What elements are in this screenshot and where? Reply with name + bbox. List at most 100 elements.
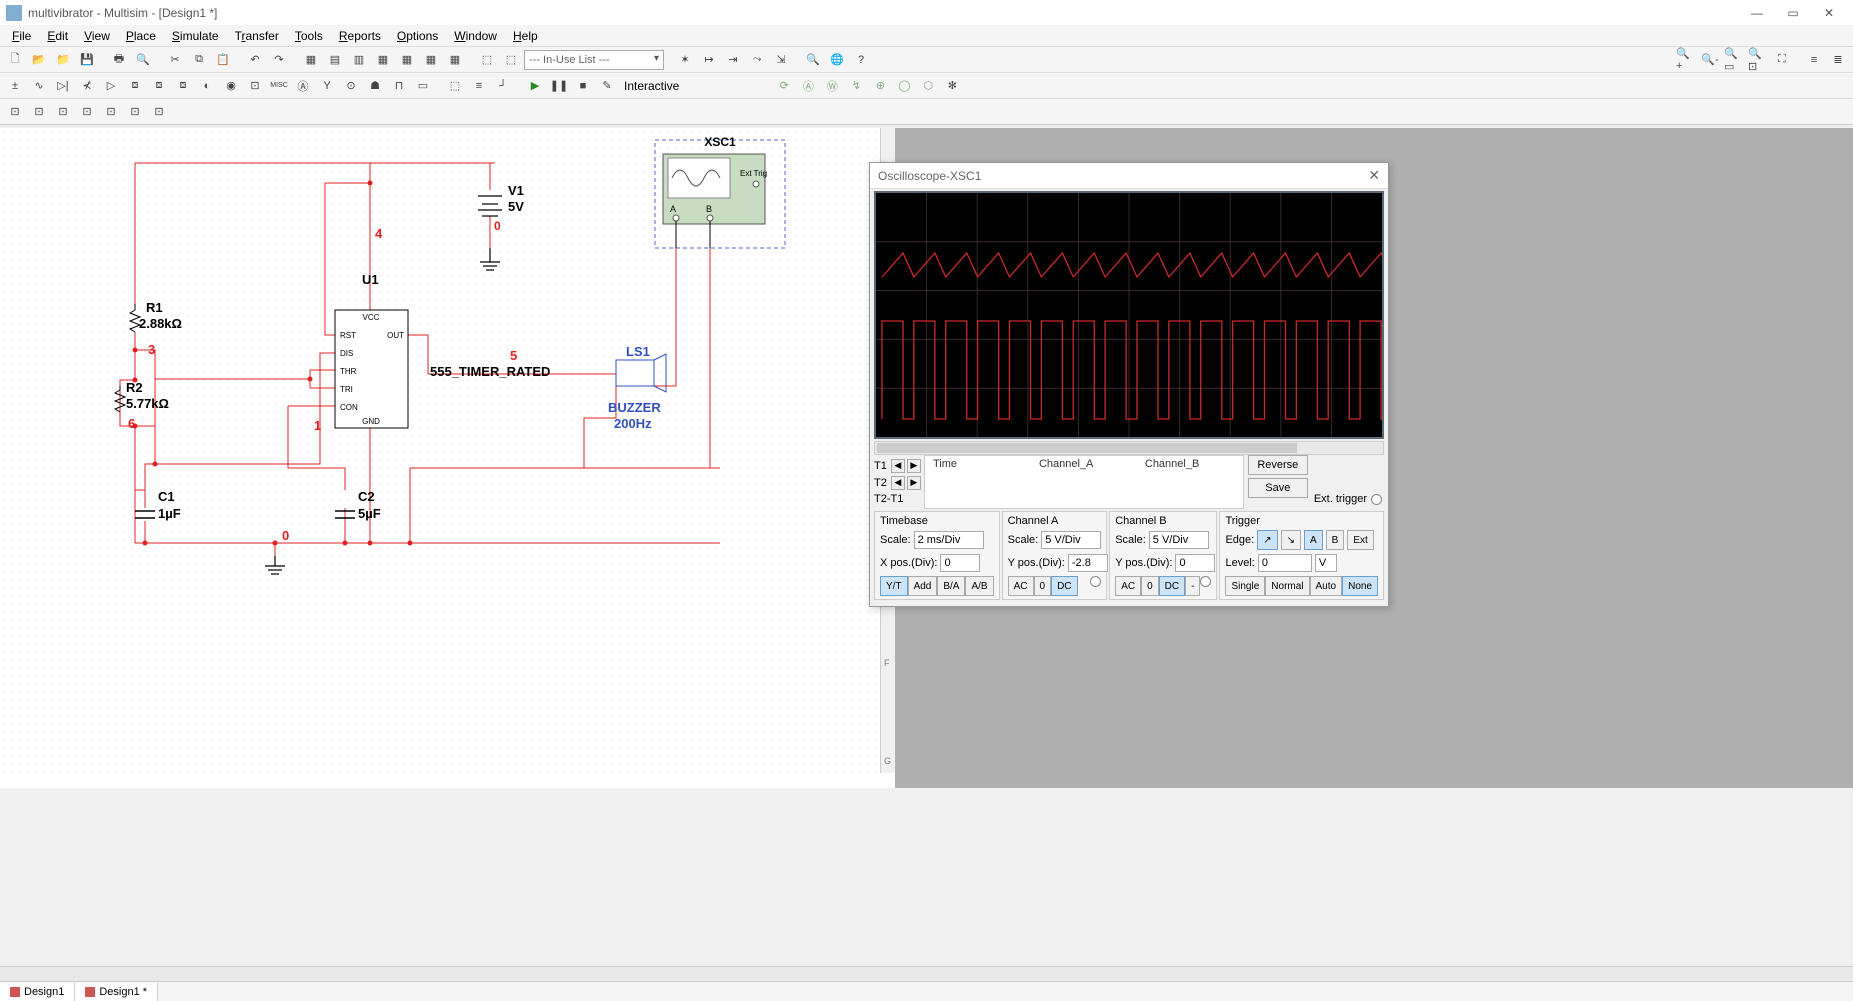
toggle-grid4-icon[interactable]: ▦	[372, 49, 394, 71]
sim-icon-1[interactable]: ⟳	[773, 75, 795, 97]
edge-ext-button[interactable]: Ext	[1347, 530, 1373, 550]
t2-right-icon[interactable]: ▶	[907, 476, 921, 490]
tab-design1[interactable]: Design1	[0, 983, 75, 1001]
print-preview-icon[interactable]: 🔍	[132, 49, 154, 71]
hierarchy-icon[interactable]: ⬚	[444, 75, 466, 97]
cha-0-button[interactable]: 0	[1034, 576, 1052, 596]
counter-icon[interactable]: ⊡	[124, 101, 146, 123]
cut-icon[interactable]: ✂	[164, 49, 186, 71]
chb-ac-button[interactable]: AC	[1115, 576, 1141, 596]
power-icon[interactable]: ⊡	[244, 75, 266, 97]
sim-icon-8[interactable]: ✻	[941, 75, 963, 97]
transistor-icon[interactable]: ⊀	[76, 75, 98, 97]
edge-rise-button[interactable]: ↗	[1257, 530, 1277, 550]
align2-icon[interactable]: ≣	[1827, 49, 1849, 71]
copy-icon[interactable]: ⧉	[188, 49, 210, 71]
horizontal-scrollbar[interactable]	[0, 966, 1853, 981]
close-button[interactable]: ✕	[1811, 3, 1847, 23]
reverse-button[interactable]: Reverse	[1248, 455, 1308, 475]
cha-ac-button[interactable]: AC	[1008, 576, 1034, 596]
menu-options[interactable]: Options	[389, 29, 446, 43]
trg-auto-button[interactable]: Auto	[1310, 576, 1343, 596]
ab-button[interactable]: A/B	[965, 576, 993, 596]
zoom-out-icon[interactable]: 🔍-	[1699, 49, 1721, 71]
mcu-icon[interactable]: ▭	[412, 75, 434, 97]
add-button[interactable]: Add	[908, 576, 938, 596]
cha-dc-button[interactable]: DC	[1051, 576, 1077, 596]
menu-window[interactable]: Window	[446, 29, 505, 43]
help-icon[interactable]: ?	[850, 49, 872, 71]
arrow4-icon[interactable]: ⇲	[770, 49, 792, 71]
scope-scroll-thumb[interactable]	[877, 443, 1297, 453]
save-icon[interactable]: 💾	[76, 49, 98, 71]
cmos-icon[interactable]: ⧈	[148, 75, 170, 97]
new-doc-icon[interactable]: 🗋	[4, 49, 26, 71]
scope-scrollbar[interactable]	[874, 441, 1384, 455]
sim-icon-6[interactable]: ◯	[893, 75, 915, 97]
component-icon[interactable]: ⬚	[476, 49, 498, 71]
menu-view[interactable]: View	[76, 29, 118, 43]
toggle-grid2-icon[interactable]: ▤	[324, 49, 346, 71]
design-canvas[interactable]: V1 5V 0 VCC RST OUT DIS THR TRI CON GND …	[0, 128, 885, 773]
trg-none-button[interactable]: None	[1342, 576, 1378, 596]
menu-simulate[interactable]: Simulate	[164, 29, 227, 43]
menu-transfer[interactable]: Transfer	[227, 29, 287, 43]
oscilloscope-icon[interactable]: ⊡	[76, 101, 98, 123]
toggle-grid-icon[interactable]: ▦	[300, 49, 322, 71]
scope-display[interactable]	[874, 191, 1384, 439]
toggle-grid3-icon[interactable]: ▥	[348, 49, 370, 71]
tb-xpos-input[interactable]	[940, 554, 980, 572]
ext-trigger-radio[interactable]	[1371, 494, 1382, 505]
menu-place[interactable]: Place	[118, 29, 164, 43]
arrow3-icon[interactable]: ⤳	[746, 49, 768, 71]
bode-icon[interactable]: ⊡	[100, 101, 122, 123]
edge-fall-button[interactable]: ↘	[1281, 530, 1301, 550]
chb-color-dot[interactable]	[1200, 576, 1211, 587]
menu-reports[interactable]: Reports	[331, 29, 389, 43]
arrow2-icon[interactable]: ⇥	[722, 49, 744, 71]
cha-scale-input[interactable]	[1041, 531, 1101, 549]
sim-icon-2[interactable]: Ⓐ	[797, 75, 819, 97]
trg-normal-button[interactable]: Normal	[1265, 576, 1309, 596]
stop-icon[interactable]: ■	[572, 75, 594, 97]
trg-single-button[interactable]: Single	[1225, 576, 1265, 596]
globe-icon[interactable]: 🌐	[826, 49, 848, 71]
source-icon[interactable]: ±	[4, 75, 26, 97]
tab-design1-dirty[interactable]: Design1 *	[75, 983, 158, 1001]
chb-minus-button[interactable]: -	[1185, 576, 1200, 596]
electromech-icon[interactable]: ⊙	[340, 75, 362, 97]
minimize-button[interactable]: —	[1739, 3, 1775, 23]
mixed-icon[interactable]: ◐	[196, 75, 218, 97]
trg-unit-input[interactable]	[1315, 554, 1337, 572]
zoom-area-icon[interactable]: 🔍▭	[1723, 49, 1745, 71]
chb-scale-input[interactable]	[1149, 531, 1209, 549]
open-icon[interactable]: 📂	[28, 49, 50, 71]
basic-icon[interactable]: ∿	[28, 75, 50, 97]
funcgen-icon[interactable]: ⊡	[28, 101, 50, 123]
cha-ypos-input[interactable]	[1068, 554, 1108, 572]
trg-level-input[interactable]	[1258, 554, 1312, 572]
misc-digital-icon[interactable]: ⧈	[172, 75, 194, 97]
spreadsheet-icon[interactable]: ▦	[396, 49, 418, 71]
analog-icon[interactable]: ▷	[100, 75, 122, 97]
align-icon[interactable]: ≡	[1803, 49, 1825, 71]
junction-icon[interactable]: ┘	[492, 75, 514, 97]
t2-left-icon[interactable]: ◀	[891, 476, 905, 490]
advanced-icon[interactable]: Ⓐ	[292, 75, 314, 97]
sim-icon-5[interactable]: ⊕	[869, 75, 891, 97]
save-button[interactable]: Save	[1248, 478, 1308, 498]
menu-file[interactable]: File	[4, 29, 39, 43]
t1-right-icon[interactable]: ▶	[907, 459, 921, 473]
arrow-icon[interactable]: ↦	[698, 49, 720, 71]
cha-color-dot[interactable]	[1090, 576, 1101, 587]
print-icon[interactable]: 🖶	[108, 49, 130, 71]
sim-icon-4[interactable]: ↯	[845, 75, 867, 97]
menu-help[interactable]: Help	[505, 29, 546, 43]
menu-tools[interactable]: Tools	[287, 29, 331, 43]
diode-icon[interactable]: ▷|	[52, 75, 74, 97]
undo-icon[interactable]: ↶	[244, 49, 266, 71]
rf-icon[interactable]: Y	[316, 75, 338, 97]
chb-ypos-input[interactable]	[1175, 554, 1215, 572]
bus-icon[interactable]: ≡	[468, 75, 490, 97]
wordgen-icon[interactable]: ⊡	[148, 101, 170, 123]
